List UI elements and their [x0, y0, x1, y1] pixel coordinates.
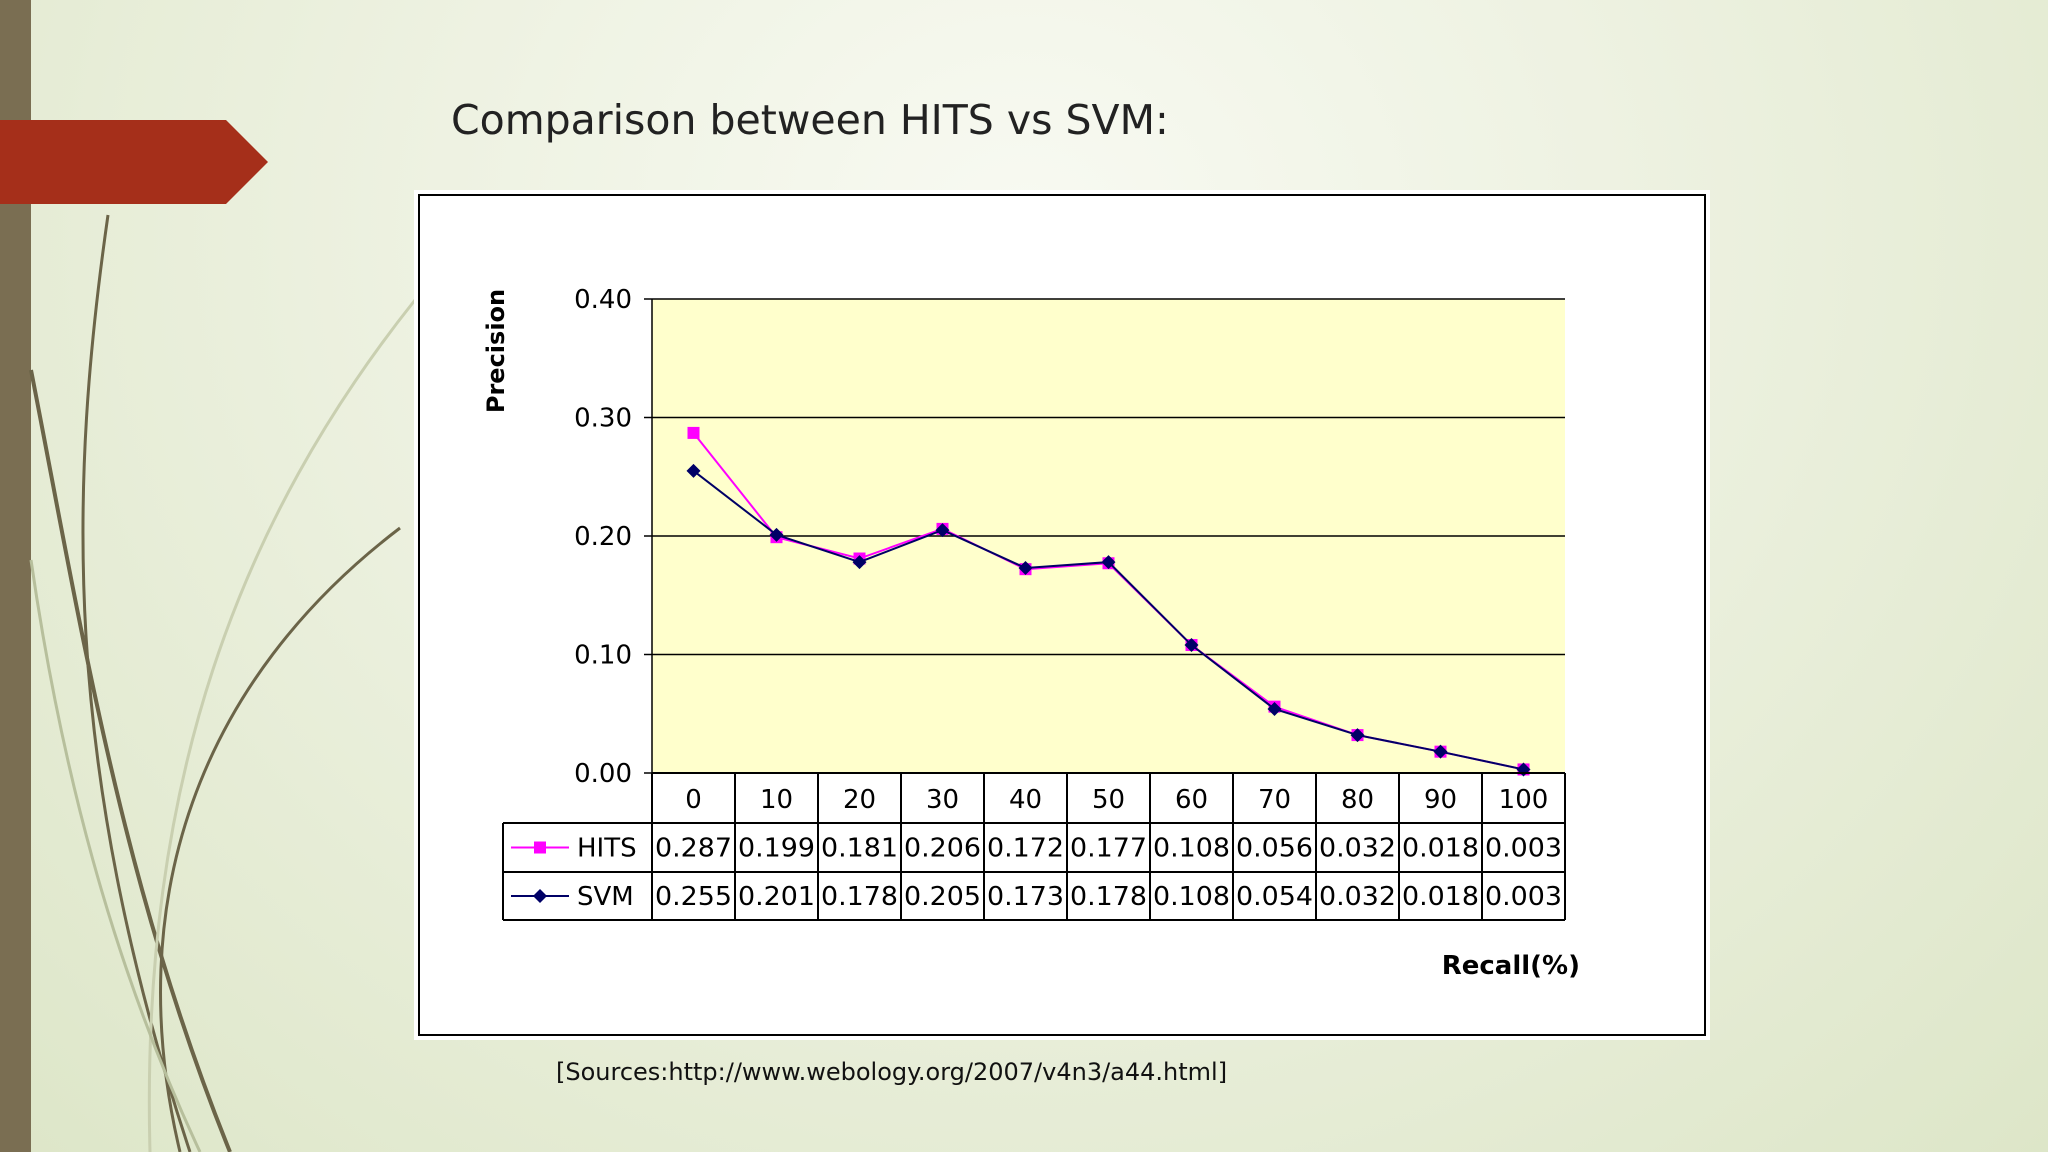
x-category-label: 40	[1009, 785, 1042, 815]
data-table-value: 0.255	[655, 882, 732, 912]
data-table-value: 0.003	[1485, 834, 1562, 864]
y-tick-label: 0.00	[574, 759, 632, 789]
data-table-value: 0.018	[1402, 882, 1479, 912]
data-point-svm	[1101, 555, 1116, 570]
y-tick-label: 0.30	[574, 404, 632, 434]
legend-key-marker	[533, 889, 547, 903]
x-category-label: 90	[1424, 785, 1457, 815]
data-point-svm	[1018, 560, 1033, 575]
data-table-value: 0.108	[1153, 834, 1230, 864]
data-point-svm	[1184, 638, 1199, 653]
y-tick-label: 0.20	[574, 522, 632, 552]
data-table-value: 0.199	[738, 834, 815, 864]
legend-series-name: SVM	[577, 882, 634, 912]
data-table-value: 0.178	[821, 882, 898, 912]
x-category-label: 80	[1341, 785, 1374, 815]
x-category-label: 10	[760, 785, 793, 815]
data-point-svm	[1350, 728, 1365, 743]
legend-series-name: HITS	[577, 834, 637, 864]
decorative-leaf-lines	[29, 214, 417, 1152]
source-citation: [Sources:http://www.webology.org/2007/v4…	[556, 1058, 1228, 1086]
data-point-svm	[852, 555, 867, 570]
data-point-svm	[769, 527, 784, 542]
data-table-value: 0.178	[1070, 882, 1147, 912]
data-table-value: 0.018	[1402, 834, 1479, 864]
data-table-value: 0.054	[1236, 882, 1313, 912]
data-point-svm	[686, 463, 701, 478]
y-axis-label: Precision	[482, 289, 510, 413]
data-table-value: 0.172	[987, 834, 1064, 864]
x-category-label: 50	[1092, 785, 1125, 815]
data-point-svm	[935, 523, 950, 538]
data-table-value: 0.108	[1153, 882, 1230, 912]
x-category-label: 100	[1499, 785, 1549, 815]
x-category-label: 60	[1175, 785, 1208, 815]
data-table-value: 0.206	[904, 834, 981, 864]
data-table-value: 0.201	[738, 882, 815, 912]
data-point-svm	[1267, 702, 1282, 717]
chart-frame: 0.00 0.10 0.20 0.30 0.40 0 10 20 30 40 50 60 70 80 90…	[418, 194, 1706, 1036]
data-table-value: 0.287	[655, 834, 732, 864]
precision-recall-chart: 0.00 0.10 0.20 0.30 0.40 0 10 20 30 40 50 60 70 80 90…	[482, 285, 1580, 981]
data-table-value: 0.181	[821, 834, 898, 864]
slide-title: Comparison between HITS vs SVM:	[451, 96, 1169, 144]
data-table-value: 0.032	[1319, 882, 1396, 912]
y-tick-label: 0.10	[574, 641, 632, 671]
x-category-label: 70	[1258, 785, 1291, 815]
data-point-hits	[687, 426, 700, 439]
data-table-value: 0.032	[1319, 834, 1396, 864]
x-category-label: 20	[843, 785, 876, 815]
x-category-label: 30	[926, 785, 959, 815]
y-tick-label: 0.40	[574, 285, 632, 315]
data-point-svm	[1433, 744, 1448, 759]
data-table-value: 0.003	[1485, 882, 1562, 912]
data-table-value: 0.173	[987, 882, 1064, 912]
x-axis-label: Recall(%)	[1442, 951, 1580, 981]
data-table-value: 0.056	[1236, 834, 1313, 864]
data-table-value: 0.205	[904, 882, 981, 912]
accent-arrow-tab	[0, 120, 268, 204]
x-category-label: 0	[685, 785, 702, 815]
data-table-value: 0.177	[1070, 834, 1147, 864]
legend-key-marker	[534, 841, 546, 854]
